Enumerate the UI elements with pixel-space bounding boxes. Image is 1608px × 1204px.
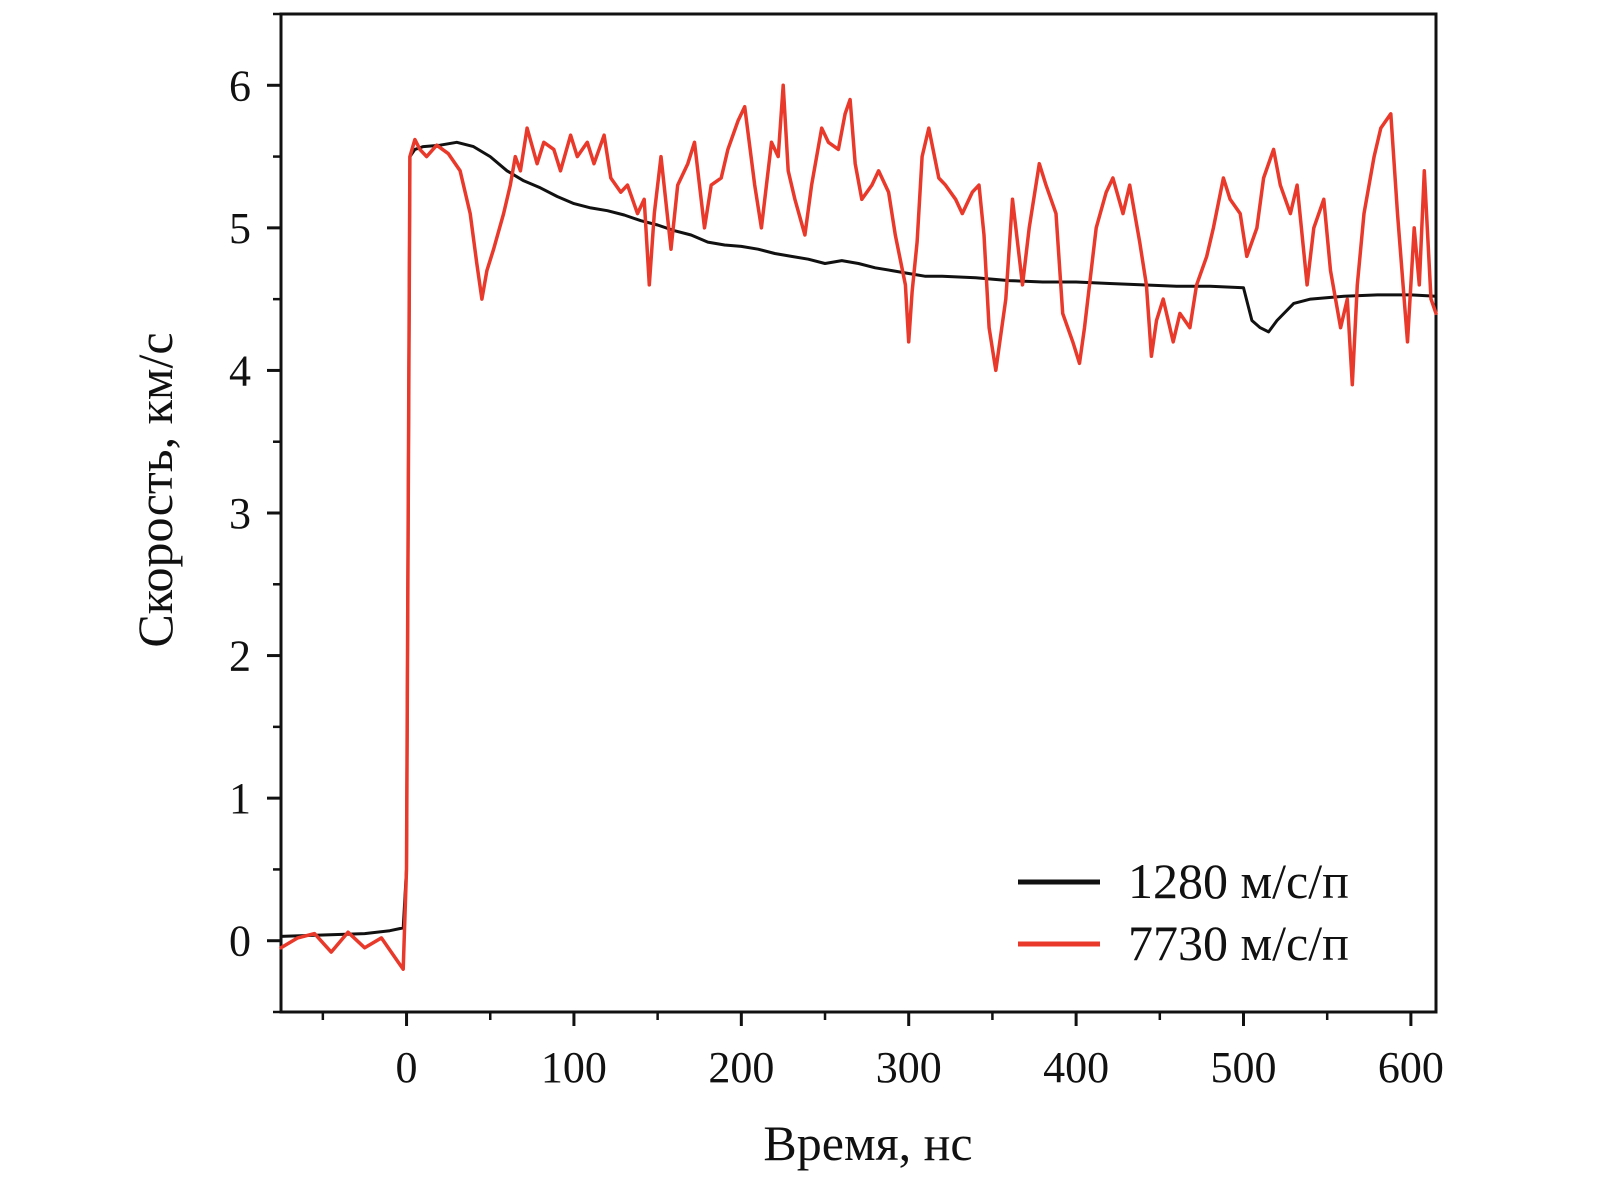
y-tick-label-4: 4 [229,346,251,395]
series-line-1 [279,140,1438,938]
series-line-2 [279,83,1438,971]
y-tick-label-0: 0 [229,917,251,966]
y-tick-label-5: 5 [229,204,251,253]
legend-label-series-2: 7730 м/с/п [1128,915,1349,971]
x-axis-tick-labels: 0 100 200 300 400 500 600 [396,1043,1444,1092]
x-tick-label-1: 100 [541,1043,607,1092]
y-axis-ticks [267,12,281,1014]
series-layer [279,83,1438,971]
y-axis-title: Скорость, км/с [127,332,183,647]
x-tick-label-5: 500 [1211,1043,1277,1092]
x-axis-title: Время, нс [763,1115,972,1171]
x-tick-label-6: 600 [1378,1043,1444,1092]
y-tick-label-6: 6 [229,61,251,110]
y-tick-label-1: 1 [229,774,251,823]
x-tick-label-4: 400 [1043,1043,1109,1092]
legend: 1280 м/с/п 7730 м/с/п [1018,853,1349,971]
x-tick-label-3: 300 [876,1043,942,1092]
y-axis-tick-labels: 0 1 2 3 4 5 6 [229,61,251,965]
x-tick-label-0: 0 [396,1043,418,1092]
y-tick-label-3: 3 [229,489,251,538]
legend-label-series-1: 1280 м/с/п [1128,853,1349,909]
x-tick-label-2: 200 [708,1043,774,1092]
y-tick-label-2: 2 [229,632,251,681]
x-axis-ticks [321,1012,1413,1026]
